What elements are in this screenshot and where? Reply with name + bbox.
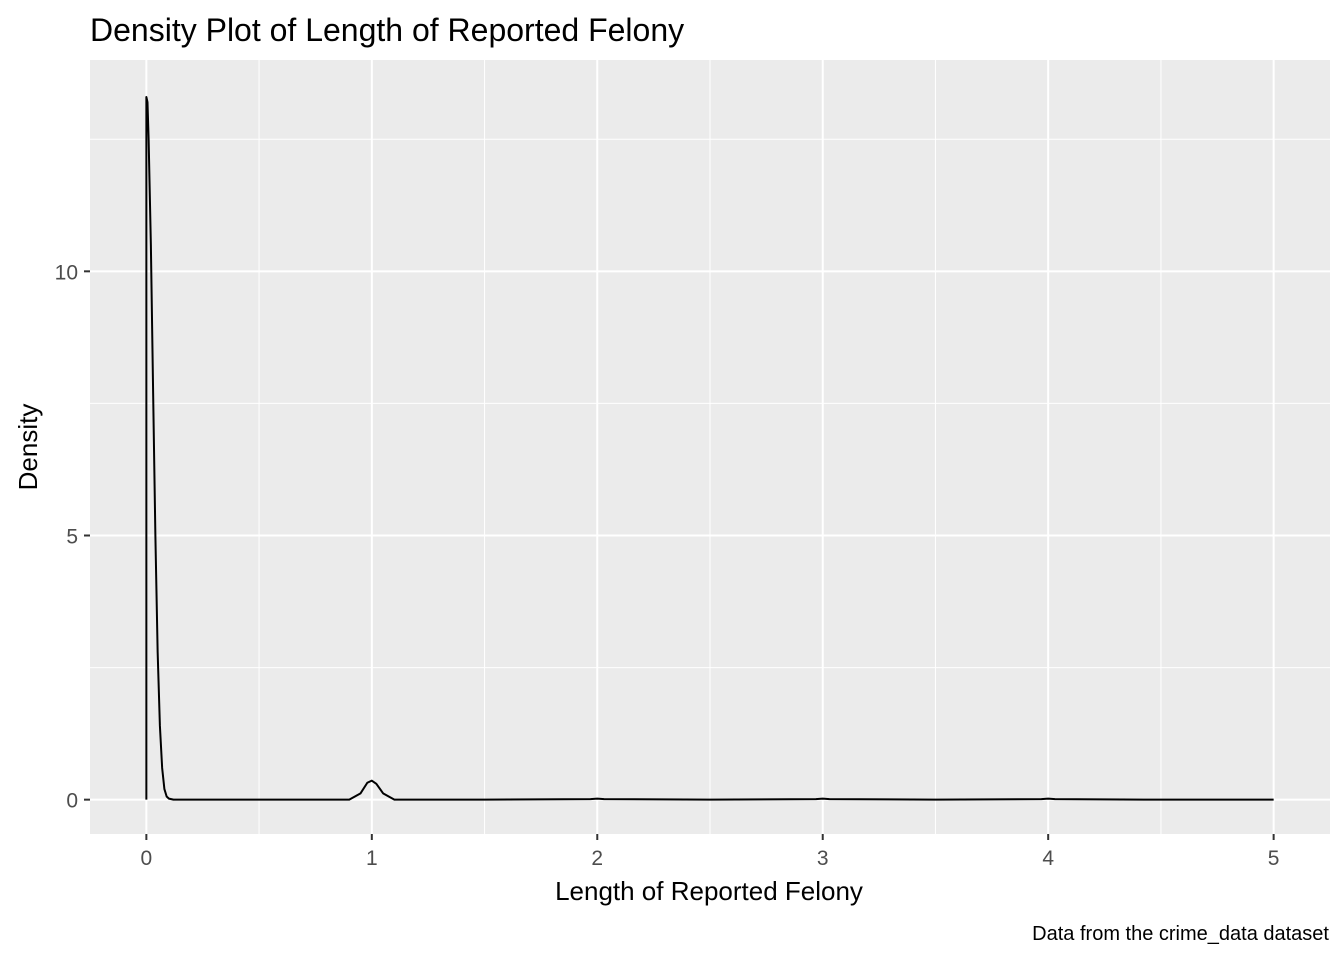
x-tick-label: 1 xyxy=(366,847,378,870)
x-tick-label: 3 xyxy=(817,847,829,870)
density-curve xyxy=(145,95,1274,801)
chart-caption: Data from the crime_data dataset xyxy=(1032,923,1329,945)
x-tick-label: 4 xyxy=(1042,847,1054,870)
x-tick-label: 5 xyxy=(1268,847,1280,870)
y-axis-ticks: 0 5 10 xyxy=(55,261,90,813)
y-tick-label: 5 xyxy=(66,525,78,548)
y-tick-label: 0 xyxy=(66,790,78,813)
minor-gridlines xyxy=(90,60,1330,834)
y-axis-title: Density xyxy=(13,404,43,491)
y-tick-label: 10 xyxy=(55,261,78,284)
x-tick-label: 2 xyxy=(591,847,603,870)
chart-title: Density Plot of Length of Reported Felon… xyxy=(90,12,684,48)
x-axis-ticks: 0 1 2 3 4 5 xyxy=(141,834,1280,870)
x-tick-label: 0 xyxy=(141,847,153,870)
x-axis-title: Length of Reported Felony xyxy=(555,876,863,906)
